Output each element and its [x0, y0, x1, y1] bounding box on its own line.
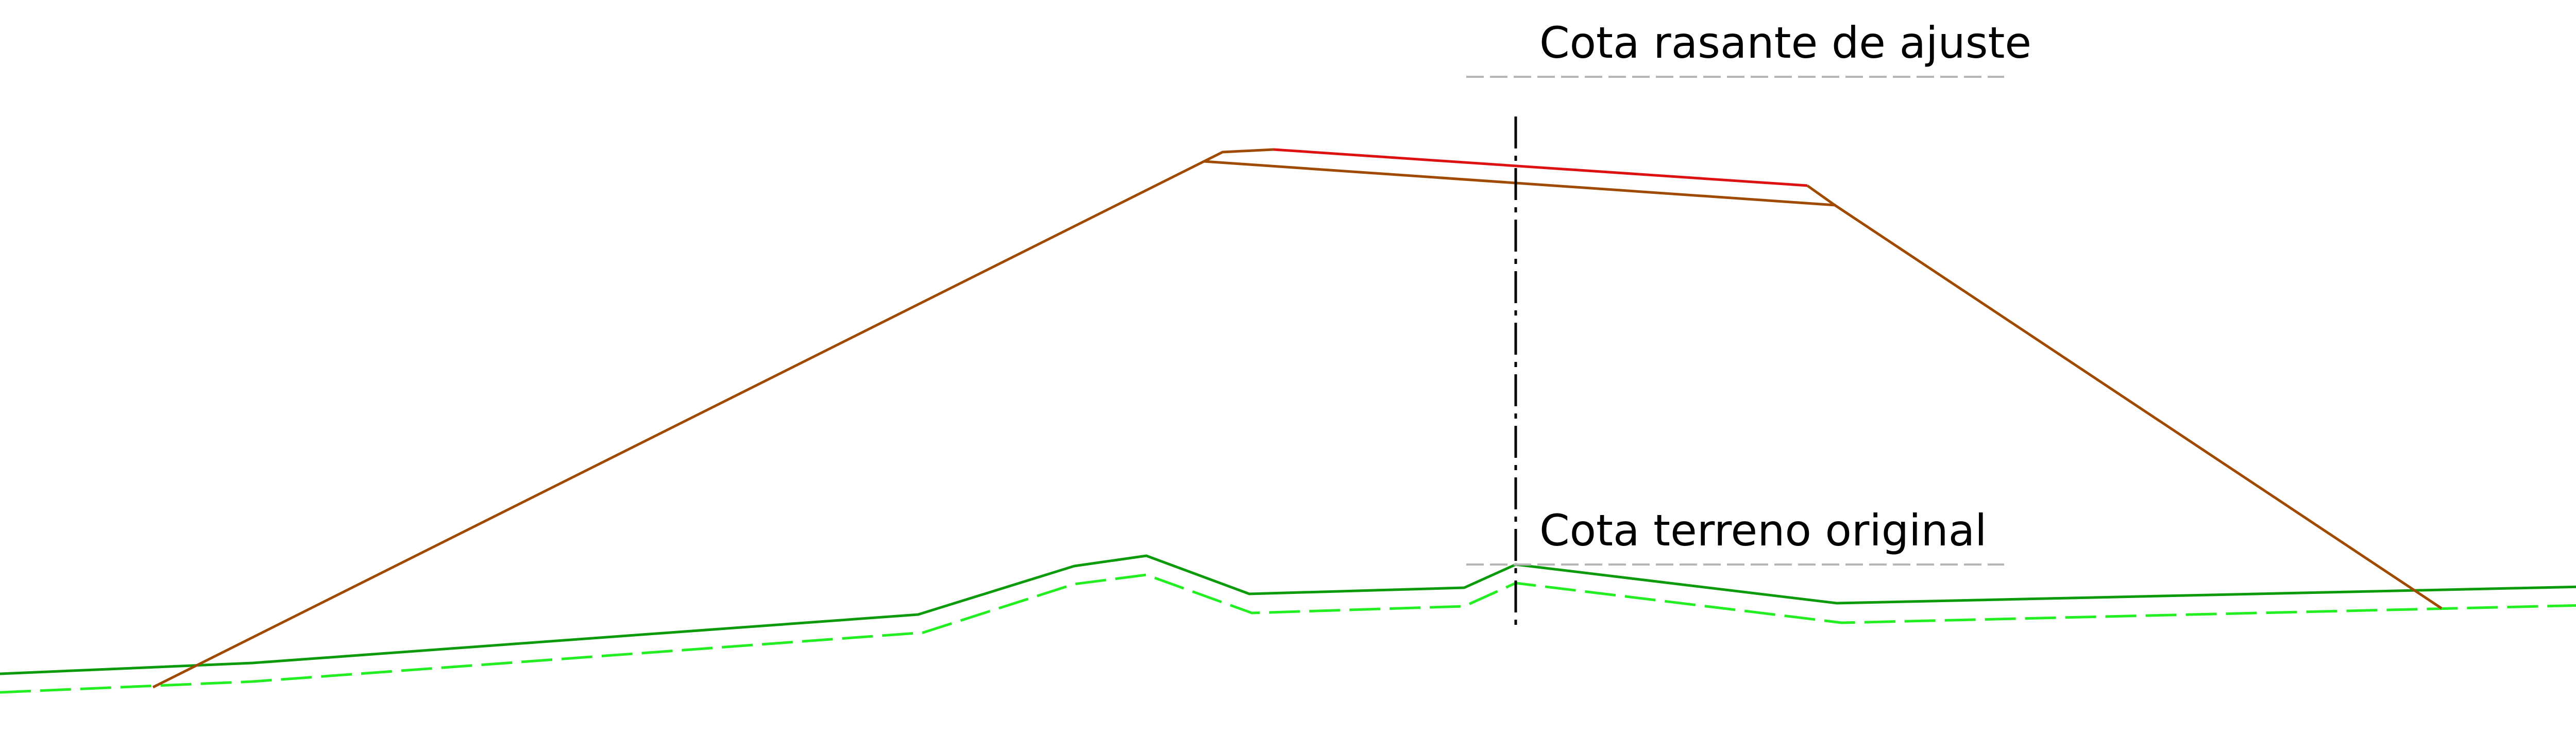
ground-line-offset	[0, 573, 2576, 694]
subgrade-line	[1204, 160, 1836, 207]
embankment-left-slope	[152, 148, 1274, 689]
ground-line-existing	[0, 554, 2576, 675]
original-ground-label: Cota terreno original	[1539, 505, 1987, 556]
embankment-right-slope	[1806, 184, 2443, 610]
pavement-surface-line	[1273, 148, 1808, 187]
design-grade-label: Cota rasante de ajuste	[1539, 18, 2031, 68]
